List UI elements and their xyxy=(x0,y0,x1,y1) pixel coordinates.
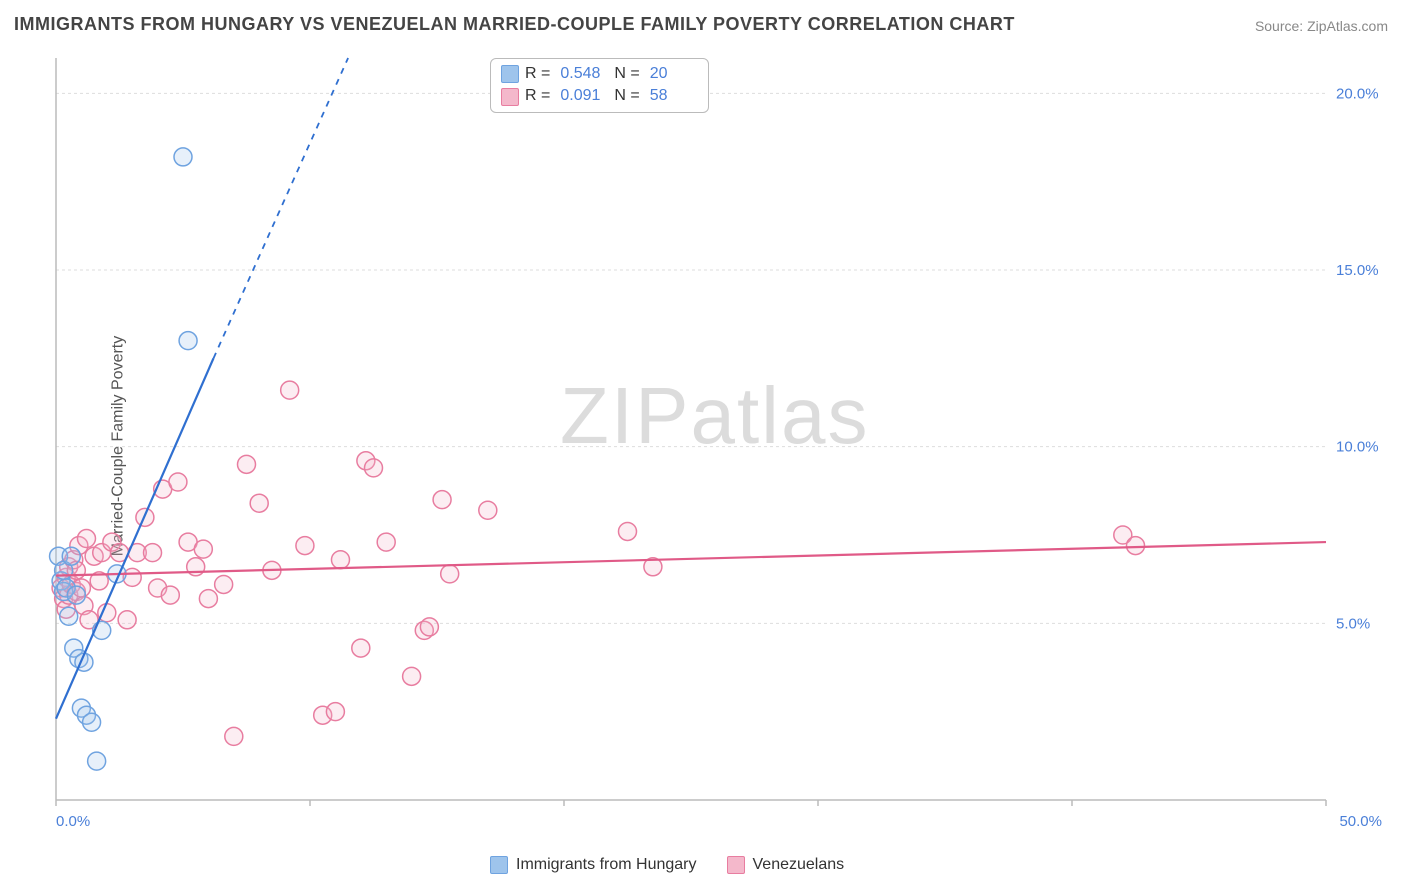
data-point-hungary xyxy=(67,586,85,604)
data-point-venezuelans xyxy=(479,501,497,519)
data-point-venezuelans xyxy=(194,540,212,558)
swatch-venezuelans xyxy=(501,88,519,106)
series-label-venezuelans: Venezuelans xyxy=(753,856,845,874)
data-point-venezuelans xyxy=(144,544,162,562)
series-legend-item-hungary: Immigrants from Hungary xyxy=(490,856,697,874)
n-label: N = xyxy=(614,63,639,85)
data-point-venezuelans xyxy=(420,618,438,636)
svg-text:10.0%: 10.0% xyxy=(1336,439,1379,456)
svg-text:20.0%: 20.0% xyxy=(1336,85,1379,102)
data-point-venezuelans xyxy=(1127,537,1145,555)
svg-text:50.0%: 50.0% xyxy=(1339,813,1382,830)
swatch-hungary xyxy=(501,65,519,83)
data-point-venezuelans xyxy=(403,667,421,685)
svg-text:0.0%: 0.0% xyxy=(56,813,90,830)
data-point-hungary xyxy=(62,547,80,565)
trend-line-venezuelans xyxy=(56,542,1326,576)
series-label-hungary: Immigrants from Hungary xyxy=(516,856,697,874)
data-point-venezuelans xyxy=(365,459,383,477)
data-point-venezuelans xyxy=(238,455,256,473)
r-label: R = xyxy=(525,63,550,85)
correlation-legend-row-hungary: R = 0.548 N = 20 xyxy=(501,63,698,85)
svg-text:15.0%: 15.0% xyxy=(1336,262,1379,279)
data-point-venezuelans xyxy=(331,551,349,569)
data-point-hungary xyxy=(88,752,106,770)
data-point-hungary xyxy=(83,713,101,731)
correlation-legend-box: R = 0.548 N = 20 R = 0.091 N = 58 xyxy=(490,58,709,113)
data-point-venezuelans xyxy=(169,473,187,491)
trend-line-hungary-extrapolated xyxy=(213,58,348,358)
n-label: N = xyxy=(614,85,639,107)
data-point-venezuelans xyxy=(441,565,459,583)
data-point-venezuelans xyxy=(225,727,243,745)
data-point-venezuelans xyxy=(215,575,233,593)
source-attribution: Source: ZipAtlas.com xyxy=(1255,18,1388,34)
data-point-venezuelans xyxy=(352,639,370,657)
scatter-plot-svg: 5.0% 10.0% 15.0% 20.0% 0.0% 50.0% xyxy=(48,50,1388,840)
data-point-venezuelans xyxy=(433,491,451,509)
data-point-hungary xyxy=(174,148,192,166)
data-point-venezuelans xyxy=(281,381,299,399)
svg-text:5.0%: 5.0% xyxy=(1336,615,1370,632)
series-legend: Immigrants from Hungary Venezuelans xyxy=(490,856,844,874)
chart-title: IMMIGRANTS FROM HUNGARY VS VENEZUELAN MA… xyxy=(14,14,1015,35)
correlation-legend-row-venezuelans: R = 0.091 N = 58 xyxy=(501,85,698,107)
n-value-hungary: 20 xyxy=(650,63,698,85)
data-point-hungary xyxy=(179,332,197,350)
r-value-venezuelans: 0.091 xyxy=(560,85,608,107)
plot-area: 5.0% 10.0% 15.0% 20.0% 0.0% 50.0% xyxy=(48,50,1388,840)
series-legend-item-venezuelans: Venezuelans xyxy=(727,856,845,874)
data-point-venezuelans xyxy=(619,522,637,540)
data-point-venezuelans xyxy=(118,611,136,629)
swatch-venezuelans xyxy=(727,856,745,874)
chart-container: IMMIGRANTS FROM HUNGARY VS VENEZUELAN MA… xyxy=(0,0,1406,892)
data-point-venezuelans xyxy=(296,537,314,555)
data-point-venezuelans xyxy=(377,533,395,551)
r-label: R = xyxy=(525,85,550,107)
swatch-hungary xyxy=(490,856,508,874)
data-point-venezuelans xyxy=(250,494,268,512)
n-value-venezuelans: 58 xyxy=(650,85,698,107)
data-point-venezuelans xyxy=(326,703,344,721)
data-point-venezuelans xyxy=(77,530,95,548)
data-point-venezuelans xyxy=(161,586,179,604)
data-point-venezuelans xyxy=(199,590,217,608)
r-value-hungary: 0.548 xyxy=(560,63,608,85)
data-point-hungary xyxy=(60,607,78,625)
